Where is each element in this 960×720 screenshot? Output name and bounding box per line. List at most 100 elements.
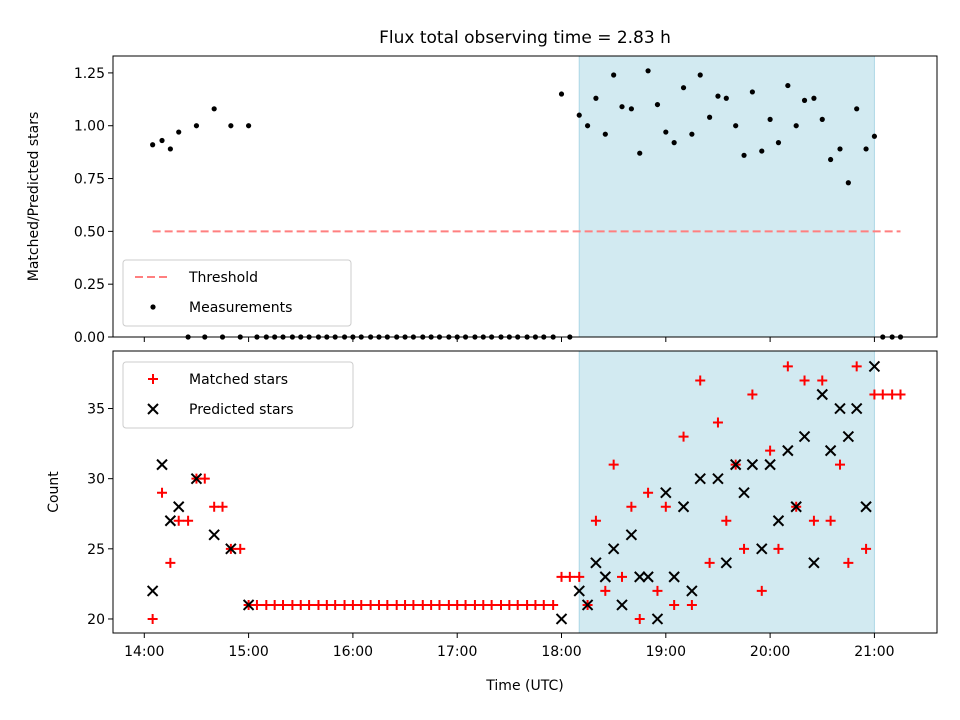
matched-star-marker [278,599,289,610]
matched-star-marker [643,487,654,498]
predicted-star-marker [146,585,159,597]
matched-star-marker [400,599,411,610]
predicted-star-marker [590,557,602,569]
measurement-point [837,146,843,152]
y-tick-label: 0.00 [74,330,105,346]
matched-star-marker [426,599,437,610]
matched-star-marker [287,599,298,610]
shaded-observing-region [578,55,875,338]
measurement-point [715,93,721,99]
matched-star-marker [574,571,585,582]
matched-star-marker [183,515,194,526]
matched-star-marker [356,599,367,610]
matched-star-marker [861,543,872,554]
measurement-point [775,140,782,146]
measurement-point [671,140,677,146]
bottom-panel: 14:00 15:00 16:00 17:00 18:00 19:00 20:00 21:00… [46,350,938,660]
measurement-point [245,123,252,129]
predicted-star-marker [581,599,594,611]
predicted-star-marker [790,501,802,513]
measurement-point [749,89,755,95]
measurement-point [707,114,713,120]
x-tick-label: 19:00 [646,644,686,660]
matched-star-marker [460,599,471,610]
predicted-star-marker [842,430,855,443]
measurement-point [767,116,773,122]
measurement-point [167,146,173,152]
matched-star-marker [590,515,601,526]
matched-star-marker [173,515,184,526]
matched-star-marker [851,361,862,372]
matched-star-marker [365,599,376,610]
measurement-point [697,72,703,78]
matched-star-marker [417,599,428,610]
predicted-star-marker [860,501,872,513]
matched-star-marker [330,599,341,610]
matched-star-marker [782,361,793,372]
predicted-star-marker [555,613,568,625]
measurement-point [741,152,747,158]
measurement-point [654,101,661,108]
matched-star-marker [209,501,220,512]
measurement-point [193,123,200,129]
predicted-star-marker [834,402,846,415]
legend-predicted-swatch [147,403,159,415]
measurement-point [759,148,765,154]
predicted-star-marker [772,515,785,527]
matched-star-marker [548,599,559,610]
matched-star-marker [391,599,402,610]
measurement-point [150,142,156,148]
x-tick-label: 15:00 [228,644,268,660]
measurement-point [637,150,643,156]
measurement-point [628,106,634,112]
measurement-point [645,68,651,74]
matched-star-marker [617,571,628,582]
measurement-point [584,123,591,129]
predicted-star-marker [764,458,776,471]
matched-star-marker [157,487,168,498]
matched-star-marker [808,515,819,526]
legend-entry-label: Matched stars [189,372,288,388]
predicted-star-marker [782,444,794,457]
x-tick-label: 17:00 [437,644,477,660]
matched-star-marker [486,599,497,610]
legend-box [122,259,352,327]
predicted-star-marker [190,472,203,485]
predicted-star-marker [756,543,768,555]
predicted-star-marker [599,571,612,583]
measurement-point [819,116,825,122]
predicted-star-marker [677,501,690,513]
shaded-observing-region [578,350,875,634]
matched-star-marker [295,599,306,610]
matched-star-marker [564,571,575,582]
measurement-point [689,131,695,137]
legend-matched-swatch [148,374,158,384]
predicted-star-marker [616,599,628,611]
matched-star-marker [478,599,489,610]
matched-star-marker [199,473,210,484]
x-tick-label: 20:00 [750,644,790,660]
measurement-point [680,85,687,91]
matched-star-marker [799,375,810,386]
predicted-star-marker [607,543,620,555]
x-axis-label: Time (UTC) [485,678,563,694]
matched-star-marker [408,599,419,610]
measurement-point [785,82,791,89]
chart-title: Flux total observing time = 2.83 h [379,28,671,48]
predicted-star-marker [642,571,654,583]
measurement-point [871,133,878,139]
measurement-point [845,180,851,186]
matched-star-marker [747,389,758,400]
measurement-point [602,131,608,137]
predicted-star-marker [686,585,698,597]
measurement-point [663,129,669,135]
predicted-star-marker [712,472,724,485]
matched-star-marker [765,445,776,456]
legend-entry-label: Predicted stars [189,402,294,418]
matched-star-marker [347,599,358,610]
matched-star-marker [695,375,706,386]
matched-star-marker [522,599,533,610]
y-axis-label: Count [46,471,62,513]
predicted-star-marker [720,557,733,569]
